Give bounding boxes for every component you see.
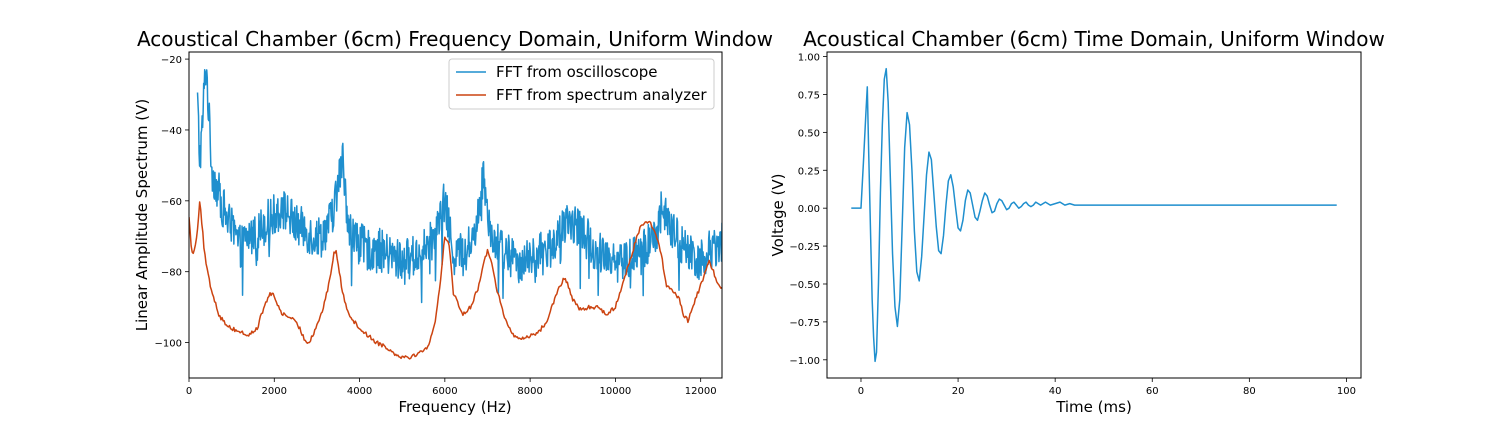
frequency-y-tick-label: −80: [161, 268, 182, 279]
frequency-x-tick-label: 8000: [517, 386, 542, 397]
legend-label-spectrum-analyzer: FFT from spectrum analyzer: [496, 86, 707, 104]
frequency-y-tick-label: −60: [161, 197, 182, 208]
frequency-x-tick-label: 10000: [599, 386, 631, 397]
time-y-tick-label: 1.00: [798, 53, 820, 64]
time-y-tick-label: 0.00: [798, 204, 820, 215]
time-chart-plot-frame: [826, 51, 1362, 379]
frequency-chart-plot-frame: [188, 51, 723, 379]
frequency-chart-lines: [189, 69, 722, 360]
time-y-tick-label: 0.50: [798, 128, 820, 139]
frequency-y-tick-label: −40: [161, 126, 182, 137]
frequency-series-line-0: [196, 69, 722, 304]
time-y-tick-label: 0.25: [798, 166, 820, 177]
time-x-tick-label: 20: [952, 386, 965, 397]
frequency-x-tick-label: 2000: [262, 386, 287, 397]
frequency-domain-chart: Acoustical Chamber (6cm) Frequency Domai…: [133, 27, 773, 416]
time-x-tick-label: 80: [1243, 386, 1256, 397]
time-chart-x-axis-label: Time (ms): [1055, 398, 1132, 416]
time-x-tick-label: 60: [1146, 386, 1159, 397]
frequency-chart-y-axis-label: Linear Amplitude Spectrum (V): [133, 99, 151, 331]
time-y-tick-label: 0.75: [798, 90, 820, 101]
frequency-chart-title: Acoustical Chamber (6cm) Frequency Domai…: [137, 27, 773, 51]
frequency-chart-legend: FFT from oscilloscope FFT from spectrum …: [448, 58, 715, 110]
time-chart-title: Acoustical Chamber (6cm) Time Domain, Un…: [803, 27, 1385, 51]
frequency-y-tick-label: −20: [161, 55, 182, 66]
time-y-tick-label: −0.75: [789, 318, 820, 329]
time-x-tick-label: 40: [1049, 386, 1062, 397]
legend-label-oscilloscope: FFT from oscilloscope: [496, 63, 658, 81]
frequency-x-tick-label: 12000: [685, 386, 717, 397]
frequency-x-tick-label: 0: [186, 386, 192, 397]
frequency-chart-ticks: 0 2000 4000 6000 8000 10000 12000 −100 −80 −60 −40…: [155, 55, 717, 397]
legend-box: [448, 58, 715, 110]
time-chart-ticks: 0 20 40 60 80 100 −1.00 −0.75 −0.50 −0.25 0.00 0.25…: [789, 53, 1356, 397]
time-chart-lines: [851, 67, 1337, 363]
frequency-chart-x-axis-label: Frequency (Hz): [398, 398, 511, 416]
time-chart-y-axis-label: Voltage (V): [769, 174, 787, 257]
time-y-tick-label: −0.25: [789, 242, 820, 253]
time-domain-chart: Acoustical Chamber (6cm) Time Domain, Un…: [769, 27, 1385, 416]
frequency-x-tick-label: 4000: [347, 386, 372, 397]
time-y-tick-label: −1.00: [789, 356, 820, 367]
frequency-x-tick-label: 6000: [432, 386, 457, 397]
time-y-tick-label: −0.50: [789, 280, 820, 291]
frequency-y-tick-label: −100: [155, 339, 182, 350]
time-x-tick-label: 100: [1337, 386, 1356, 397]
time-x-tick-label: 0: [858, 386, 864, 397]
time-series-line-0: [851, 67, 1337, 363]
frequency-series-line-1: [189, 201, 722, 360]
